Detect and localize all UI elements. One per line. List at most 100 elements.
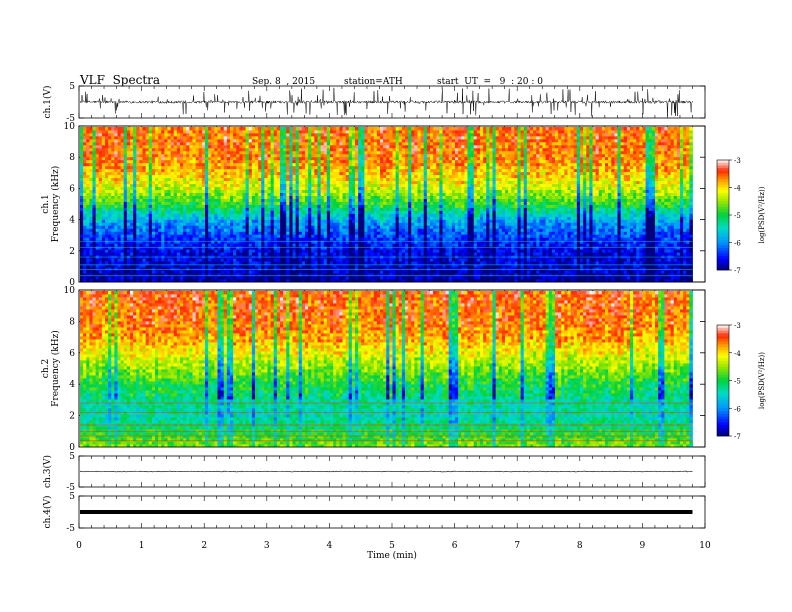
colorbar-segment xyxy=(717,336,729,340)
x-tick-label: 2 xyxy=(201,541,207,551)
date-label: Sep. 8 , 2015 xyxy=(252,77,315,87)
y-tick-label: 6 xyxy=(69,184,75,194)
ch3-waveform-line xyxy=(79,470,693,473)
x-tick-label: 1 xyxy=(139,541,145,551)
colorbar-label: log(PSD(V²/Hz)) xyxy=(758,352,766,409)
colorbar-segment xyxy=(717,333,729,337)
colorbar-segment xyxy=(717,267,729,271)
y-tick-label: 4 xyxy=(69,216,75,226)
x-tick-label: 4 xyxy=(327,541,333,551)
colorbar-tick-label: -6 xyxy=(734,405,741,413)
colorbar-segment xyxy=(717,330,729,334)
y-tick-label: 0 xyxy=(69,278,75,288)
colorbar-segment xyxy=(717,399,729,403)
colorbar-segment xyxy=(717,171,729,175)
colorbar-segment xyxy=(717,256,729,260)
y-tick-label: 5 xyxy=(69,452,75,462)
y-tick-label: 5 xyxy=(69,492,75,502)
colorbar-segment xyxy=(717,168,729,172)
y-tick-label: 2 xyxy=(69,412,75,422)
colorbar-segment xyxy=(717,226,729,230)
y-axis-label: ch.1 xyxy=(41,194,51,213)
y-axis-label: ch.3(V) xyxy=(42,455,53,488)
colorbar-segment xyxy=(717,223,729,227)
colorbar-segment xyxy=(717,405,729,409)
colorbar-segment xyxy=(717,187,729,191)
colorbar-segment xyxy=(717,253,729,257)
colorbar-segment xyxy=(717,427,729,431)
colorbar-segment xyxy=(717,173,729,177)
x-tick-label: 0 xyxy=(76,541,82,551)
x-tick-label: 5 xyxy=(389,541,395,551)
y-tick-label: -5 xyxy=(66,483,75,493)
colorbar-segment xyxy=(717,419,729,423)
colorbar-segment xyxy=(717,383,729,387)
colorbar-segment xyxy=(717,176,729,180)
colorbar-segment xyxy=(717,248,729,252)
colorbar-segment xyxy=(717,402,729,406)
colorbar-tick-label: -3 xyxy=(734,157,741,165)
colorbar-segment xyxy=(717,162,729,166)
y-axis-label: ch.2 xyxy=(41,359,51,378)
colorbar-segment xyxy=(717,250,729,254)
chart-title: VLF Spectra xyxy=(80,73,160,87)
colorbar-tick-label: -5 xyxy=(734,378,741,386)
colorbar-segment xyxy=(717,184,729,188)
colorbar-segment xyxy=(717,182,729,186)
colorbar-segment xyxy=(717,234,729,238)
y-tick-label: 8 xyxy=(69,317,75,327)
y-axis-label: ch.1(V) xyxy=(42,86,53,119)
colorbar-segment xyxy=(717,237,729,241)
y-tick-label: 5 xyxy=(69,82,75,92)
x-tick-label: 7 xyxy=(514,541,520,551)
colorbar-segment xyxy=(717,411,729,415)
y-tick-label: 10 xyxy=(64,122,76,132)
x-tick-label: 8 xyxy=(577,541,583,551)
ch2-spectrogram-cells xyxy=(80,291,693,448)
colorbar-segment xyxy=(717,344,729,348)
colorbar-segment xyxy=(717,374,729,379)
colorbar-segment xyxy=(717,366,729,370)
colorbar-segment xyxy=(717,160,729,164)
colorbar-segment xyxy=(717,352,729,356)
y-tick-label: 10 xyxy=(64,286,76,296)
colorbar-segment xyxy=(717,388,729,392)
colorbar-segment xyxy=(717,195,729,199)
colorbar-segment xyxy=(717,201,729,205)
colorbar-segment xyxy=(717,239,729,243)
colorbar-segment xyxy=(717,347,729,351)
y-tick-label: 6 xyxy=(69,349,75,359)
spectrogram-frame xyxy=(78,289,706,448)
colorbar-segment xyxy=(717,190,729,194)
x-tick-label: 3 xyxy=(264,541,270,551)
ch1-waveform-line xyxy=(79,87,693,117)
colorbar-segment xyxy=(717,165,729,169)
y-tick-label: 2 xyxy=(69,247,75,257)
colorbar-segment xyxy=(717,198,729,202)
station-label: station=ATH xyxy=(344,77,403,87)
colorbar-segment xyxy=(717,327,729,331)
colorbar-segment xyxy=(717,231,729,235)
colorbar-segment xyxy=(717,408,729,412)
x-axis-label: Time (min) xyxy=(367,550,417,561)
colorbar-segment xyxy=(717,355,729,359)
y-tick-label: 8 xyxy=(69,153,75,163)
colorbar-segment xyxy=(717,349,729,354)
y-tick-label: -5 xyxy=(66,524,75,534)
colorbar-segment xyxy=(717,341,729,345)
start-ut-label: start UT = 9 : 20 : 0 xyxy=(437,77,543,87)
colorbar-segment xyxy=(717,338,729,342)
colorbar-segment xyxy=(717,228,729,232)
ch1-spectrogram-cells xyxy=(80,127,693,283)
colorbar-segment xyxy=(717,179,729,183)
colorbar-segment xyxy=(717,424,729,428)
colorbar-segment xyxy=(717,380,729,384)
colorbar-segment xyxy=(717,386,729,390)
colorbar-segment xyxy=(717,358,729,362)
colorbar-segment xyxy=(717,209,729,213)
colorbar-label: log(PSD(V²/Hz)) xyxy=(758,186,766,243)
x-tick-label: 6 xyxy=(452,541,458,551)
y-axis-label: Frequency (kHz) xyxy=(50,166,61,243)
colorbar-segment xyxy=(717,193,729,197)
